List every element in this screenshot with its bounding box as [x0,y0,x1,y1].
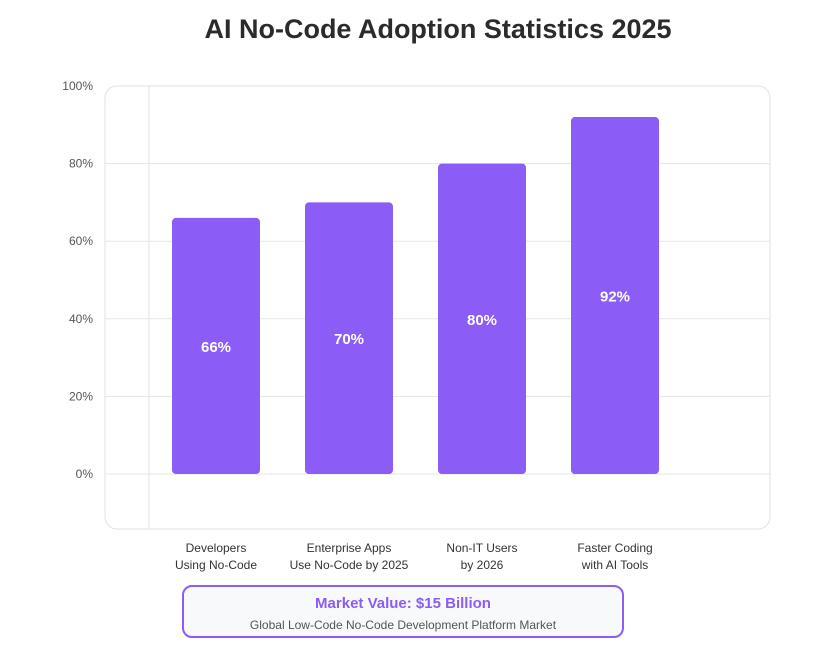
chart-title: AI No-Code Adoption Statistics 2025 [204,14,672,44]
bar-value-label: 70% [334,331,364,348]
bar [305,202,393,474]
bar [438,163,526,474]
x-category-label: by 2026 [461,558,504,572]
bar [172,217,260,475]
y-tick-label: 40% [69,312,93,326]
callout-title: Market Value: $15 Billion [315,595,491,612]
y-tick-label: 80% [69,157,93,171]
x-category-label: Using No-Code [175,558,257,572]
market-value-callout: Market Value: $15 Billion Global Low-Cod… [182,585,624,638]
x-category-label: Non-IT Users [446,541,517,555]
bar-value-label: 92% [600,289,630,306]
y-tick-label: 100% [62,79,93,93]
x-category-label: Developers [186,541,247,555]
x-category-label: with AI Tools [581,558,648,572]
x-category-label: Use No-Code by 2025 [290,558,409,572]
y-tick-label: 20% [69,389,93,403]
y-tick-label: 0% [76,467,94,481]
callout-subtitle: Global Low-Code No-Code Development Plat… [249,618,557,632]
bar-value-label: 80% [467,312,497,329]
x-category-label: Enterprise Apps [307,541,392,555]
bar [571,117,659,474]
y-tick-label: 60% [69,234,93,248]
x-category-label: Faster Coding [577,541,652,555]
bar-value-label: 66% [201,339,231,356]
